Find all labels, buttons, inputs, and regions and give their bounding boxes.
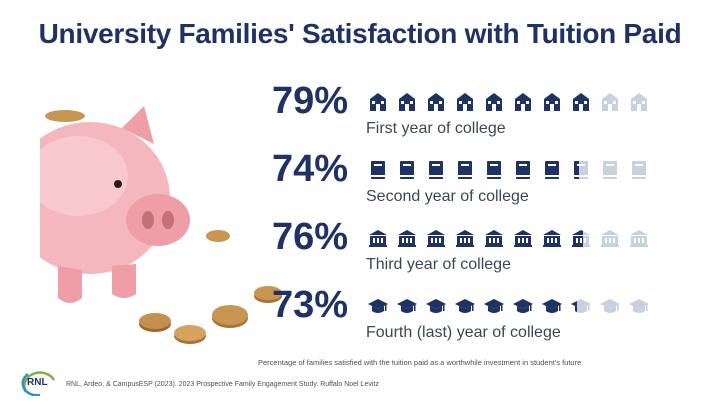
school-icon (399, 93, 415, 111)
graduation-cap-icon (455, 299, 475, 313)
building-icon (485, 230, 503, 247)
school-icon (573, 93, 589, 111)
graduation-cap-icon (600, 299, 620, 313)
percentage-value: 73% (272, 284, 349, 326)
book-icon (429, 161, 443, 179)
source-citation: RNL, Ardeo, & CampusESP (2023). 2023 Pro… (66, 381, 379, 388)
school-icon (544, 93, 560, 111)
school-icon (370, 93, 386, 111)
rnl-logo (21, 371, 56, 396)
building-icon (398, 230, 416, 247)
icon-strip (368, 160, 658, 180)
book-icon (545, 161, 559, 179)
graduation-cap-icon (513, 299, 533, 313)
graduation-cap-icon (571, 299, 591, 313)
pictograph-rows: 79% First year of college 74% Second year o… (272, 82, 692, 352)
logo-text: RNL (27, 377, 48, 388)
category-label: Third year of college (366, 256, 511, 273)
category-label: Second year of college (366, 188, 529, 205)
pictograph-row: 79% First year of college (272, 82, 692, 144)
piggy-bank (40, 106, 190, 303)
school-icon (602, 93, 618, 111)
school-icon (515, 93, 531, 111)
coins (139, 230, 282, 344)
percentage-value: 76% (272, 216, 349, 258)
pictograph-row: 76% Third year of college (272, 218, 692, 280)
school-icon (486, 93, 502, 111)
icon-strip (368, 92, 658, 112)
building-icon (514, 230, 532, 247)
pictograph-row: 74% Second year of college (272, 150, 692, 212)
graduation-cap-icon (542, 299, 562, 313)
graduation-cap-icon (397, 299, 417, 313)
building-icon (456, 230, 474, 247)
building-icon (427, 230, 445, 247)
graduation-cap-icon (426, 299, 446, 313)
school-icon (457, 93, 473, 111)
category-label: First year of college (366, 120, 506, 137)
graduation-cap-icon (484, 299, 504, 313)
building-icon (601, 230, 619, 247)
book-icon (371, 161, 385, 179)
book-icon (487, 161, 501, 179)
chart-caption: Percentage of families satisfied with th… (258, 358, 582, 367)
icon-strip (368, 228, 658, 248)
building-icon (543, 230, 561, 247)
book-icon (400, 161, 414, 179)
book-icon (632, 161, 646, 179)
building-icon (369, 230, 387, 247)
chart-title: University Families' Satisfaction with T… (38, 18, 682, 49)
pictograph-row: 73% Fourth (last) year of college (272, 286, 692, 348)
percentage-value: 79% (272, 80, 349, 122)
building-icon (572, 230, 590, 247)
book-icon (574, 161, 588, 179)
building-icon (630, 230, 648, 247)
icon-strip (368, 296, 658, 316)
percentage-value: 74% (272, 148, 349, 190)
graduation-cap-icon (629, 299, 649, 313)
book-icon (458, 161, 472, 179)
piggy-bank-illustration (40, 106, 282, 344)
category-label: Fourth (last) year of college (366, 324, 561, 341)
graduation-cap-icon (368, 299, 388, 313)
book-icon (603, 161, 617, 179)
school-icon (631, 93, 647, 111)
book-icon (516, 161, 530, 179)
school-icon (428, 93, 444, 111)
